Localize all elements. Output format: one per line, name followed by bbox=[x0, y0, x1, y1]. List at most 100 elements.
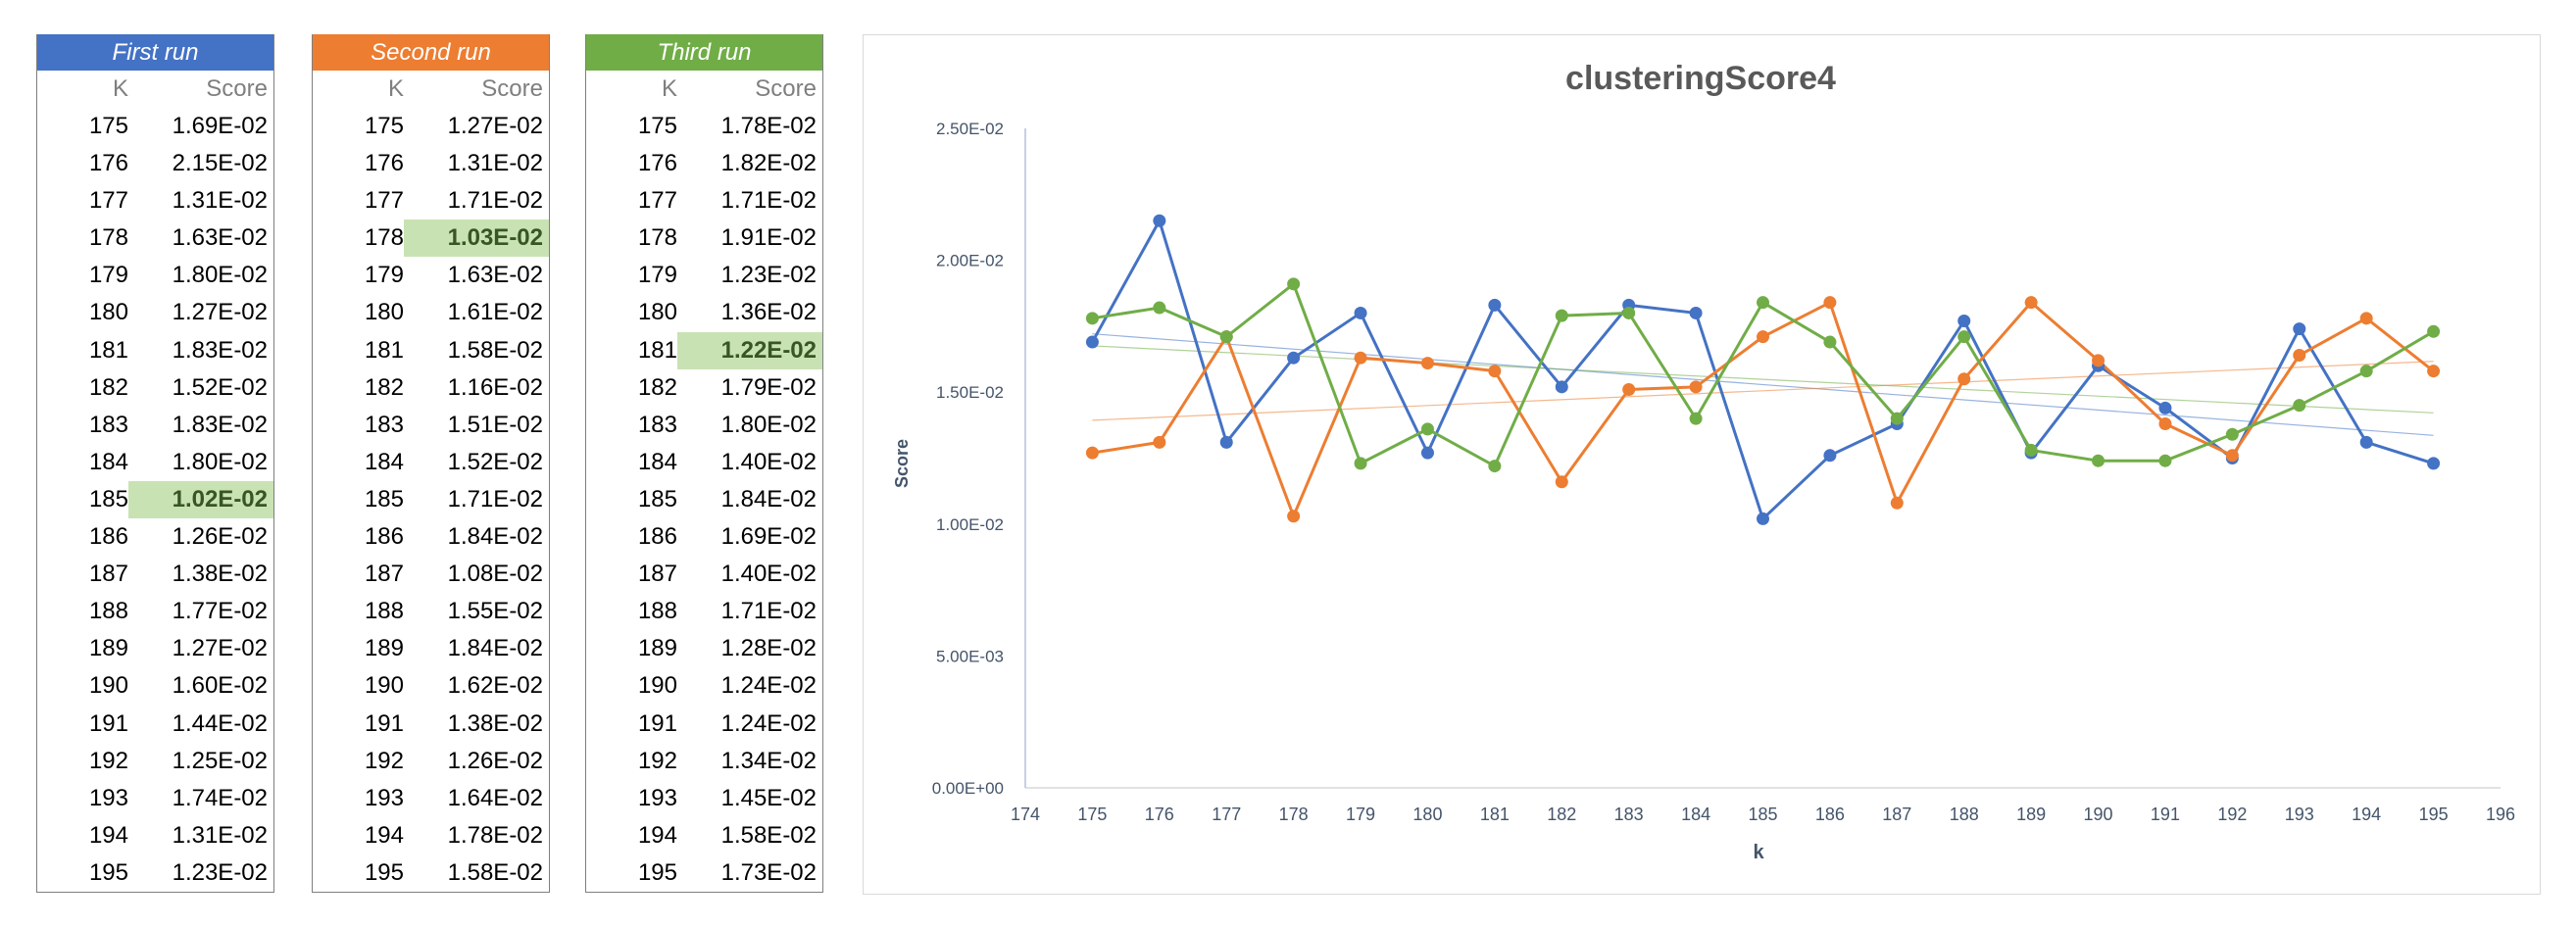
table-row: 193 1.74E-02 bbox=[37, 780, 273, 817]
cell-score: 1.83E-02 bbox=[172, 336, 268, 364]
table-row: 176 2.15E-02 bbox=[37, 145, 273, 182]
data-point bbox=[1823, 296, 1837, 310]
table-row: 190 1.60E-02 bbox=[37, 667, 273, 705]
table-row: 180 1.61E-02 bbox=[313, 294, 549, 331]
data-point bbox=[1890, 496, 1904, 510]
data-point bbox=[2158, 454, 2172, 467]
cell-score: 1.58E-02 bbox=[447, 858, 543, 886]
table-row: 187 1.38E-02 bbox=[37, 556, 273, 593]
x-tick-label: 185 bbox=[1748, 805, 1777, 824]
table-row: 185 1.02E-02 bbox=[37, 480, 273, 519]
cell-k: 194 bbox=[637, 821, 677, 849]
data-point bbox=[1420, 422, 1434, 436]
x-tick-label: 181 bbox=[1480, 805, 1510, 824]
data-point bbox=[2024, 296, 2038, 310]
x-tick-label: 194 bbox=[2352, 805, 2381, 824]
x-tick-label: 177 bbox=[1212, 805, 1241, 824]
x-tick-label: 188 bbox=[1950, 805, 1979, 824]
cell-score: 1.71E-02 bbox=[720, 187, 817, 215]
table-row: 177 1.31E-02 bbox=[37, 182, 273, 220]
cell-k: 186 bbox=[364, 523, 404, 551]
trendline-1 bbox=[1092, 333, 2434, 436]
table-row: 191 1.38E-02 bbox=[313, 706, 549, 743]
data-point bbox=[2024, 443, 2038, 457]
cell-k: 175 bbox=[364, 113, 404, 139]
data-point bbox=[1488, 460, 1502, 473]
data-point bbox=[1354, 351, 1367, 365]
table-row: 183 1.83E-02 bbox=[37, 407, 273, 444]
cell-k: 176 bbox=[88, 150, 128, 177]
score-table-1: First run K Score 175 1.69E-02 176 2.15E-02 177… bbox=[36, 34, 274, 893]
data-point bbox=[1085, 312, 1099, 325]
cell-score: 1.62E-02 bbox=[447, 672, 543, 700]
cell-score: 1.58E-02 bbox=[447, 336, 543, 364]
cell-k: 192 bbox=[637, 747, 677, 774]
table-title: First run bbox=[37, 34, 273, 71]
cell-score: 1.31E-02 bbox=[447, 150, 543, 177]
cell-k: 187 bbox=[88, 561, 128, 588]
y-tick-label: 2.50E-02 bbox=[936, 120, 1004, 138]
cell-score: 1.80E-02 bbox=[172, 448, 268, 475]
x-tick-label: 192 bbox=[2217, 805, 2247, 824]
table-row: 178 1.03E-02 bbox=[313, 220, 549, 258]
cell-k: 185 bbox=[637, 485, 677, 512]
data-point bbox=[1555, 380, 1568, 394]
cell-k: 178 bbox=[637, 224, 677, 252]
cell-score: 1.38E-02 bbox=[447, 709, 543, 737]
cell-score: 1.45E-02 bbox=[720, 784, 817, 811]
data-point bbox=[1287, 510, 1301, 523]
table-row: 195 1.58E-02 bbox=[313, 854, 549, 892]
cell-score: 1.27E-02 bbox=[447, 113, 543, 139]
x-tick-label: 182 bbox=[1547, 805, 1576, 824]
column-header-row: K Score bbox=[37, 71, 273, 108]
cell-score: 1.34E-02 bbox=[720, 747, 817, 774]
cell-score: 1.80E-02 bbox=[720, 411, 817, 438]
cell-k: 181 bbox=[364, 336, 404, 364]
x-axis-label: k bbox=[1753, 842, 1764, 863]
cell-k: 183 bbox=[364, 411, 404, 438]
score-table-2: Second run K Score 175 1.27E-02 176 1.31E-02 17… bbox=[312, 34, 550, 893]
cell-score: 1.27E-02 bbox=[172, 635, 268, 662]
y-tick-label: 5.00E-03 bbox=[936, 647, 1004, 665]
column-header-score: Score bbox=[755, 75, 817, 102]
table-row: 180 1.36E-02 bbox=[586, 294, 822, 331]
data-point bbox=[2092, 454, 2105, 467]
table-row: 180 1.27E-02 bbox=[37, 294, 273, 331]
data-point bbox=[1287, 351, 1301, 365]
cell-score: 1.80E-02 bbox=[172, 262, 268, 289]
table-row: 176 1.31E-02 bbox=[313, 145, 549, 182]
cell-k: 176 bbox=[364, 150, 404, 177]
cell-score: 1.36E-02 bbox=[720, 299, 817, 326]
cell-k: 191 bbox=[637, 709, 677, 737]
table-row: 192 1.34E-02 bbox=[586, 743, 822, 780]
table-row: 193 1.64E-02 bbox=[313, 780, 549, 817]
cell-score: 1.44E-02 bbox=[172, 709, 268, 737]
table-row: 190 1.62E-02 bbox=[313, 667, 549, 705]
cell-k: 180 bbox=[364, 299, 404, 326]
cell-score: 1.63E-02 bbox=[447, 262, 543, 289]
data-point bbox=[1689, 306, 1703, 319]
cell-score: 1.79E-02 bbox=[720, 373, 817, 401]
data-point bbox=[2158, 401, 2172, 415]
cell-score: 1.69E-02 bbox=[720, 523, 817, 551]
x-tick-label: 190 bbox=[2084, 805, 2113, 824]
cell-k: 184 bbox=[364, 448, 404, 475]
cell-k: 182 bbox=[88, 373, 128, 401]
cell-k: 192 bbox=[88, 747, 128, 774]
cell-score: 1.24E-02 bbox=[720, 709, 817, 737]
score-table-3: Third run K Score 175 1.78E-02 176 1.82E-02 177… bbox=[585, 34, 823, 893]
data-point bbox=[1689, 412, 1703, 425]
x-tick-label: 186 bbox=[1815, 805, 1845, 824]
x-tick-label: 184 bbox=[1681, 805, 1710, 824]
cell-k: 183 bbox=[637, 411, 677, 438]
table-row: 194 1.58E-02 bbox=[586, 817, 822, 854]
cell-k: 179 bbox=[637, 262, 677, 289]
cell-k: 181 bbox=[637, 336, 677, 364]
y-tick-label: 2.00E-02 bbox=[936, 252, 1004, 270]
cell-score: 1.16E-02 bbox=[447, 373, 543, 401]
cell-score: 1.23E-02 bbox=[172, 858, 268, 886]
cell-score: 1.64E-02 bbox=[447, 784, 543, 811]
cell-score: 1.71E-02 bbox=[447, 187, 543, 215]
x-tick-label: 187 bbox=[1882, 805, 1911, 824]
data-point bbox=[1823, 449, 1837, 463]
